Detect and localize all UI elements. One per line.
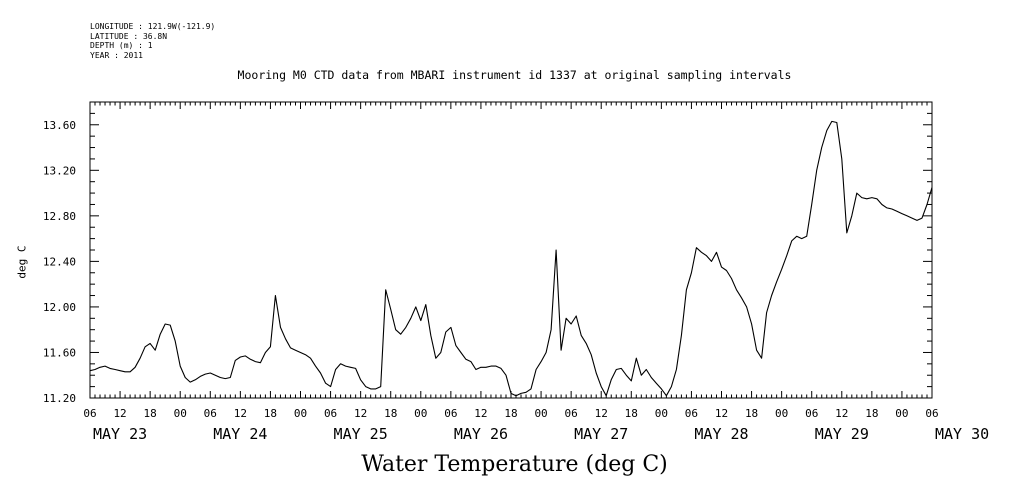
x-tick-label: 18 bbox=[865, 407, 878, 420]
x-day-label: MAY 26 bbox=[454, 425, 508, 443]
x-tick-label: 00 bbox=[294, 407, 307, 420]
y-tick-label: 12.40 bbox=[43, 255, 76, 268]
y-tick-label: 11.20 bbox=[43, 392, 76, 405]
x-day-label: MAY 29 bbox=[815, 425, 869, 443]
x-tick-label: 06 bbox=[925, 407, 938, 420]
x-tick-label: 00 bbox=[414, 407, 427, 420]
x-tick-label: 06 bbox=[685, 407, 698, 420]
x-tick-label: 00 bbox=[775, 407, 788, 420]
temperature-series-line bbox=[89, 120, 933, 397]
longitude-text: LONGITUDE : 121.9W(-121.9) bbox=[90, 22, 216, 31]
x-day-label: MAY 25 bbox=[334, 425, 388, 443]
y-tick-label: 13.60 bbox=[43, 119, 76, 132]
x-tick-label: 06 bbox=[565, 407, 578, 420]
x-day-label: MAY 23 bbox=[93, 425, 147, 443]
x-tick-label: 18 bbox=[384, 407, 397, 420]
x-tick-label: 18 bbox=[745, 407, 758, 420]
x-tick-label: 12 bbox=[474, 407, 487, 420]
y-tick-label: 12.80 bbox=[43, 210, 76, 223]
x-day-label: MAY 28 bbox=[694, 425, 748, 443]
x-tick-label: 06 bbox=[324, 407, 337, 420]
x-tick-label: 18 bbox=[144, 407, 157, 420]
y-tick-label: 12.00 bbox=[43, 301, 76, 314]
x-tick-label: 00 bbox=[655, 407, 668, 420]
x-day-label: MAY 27 bbox=[574, 425, 628, 443]
x-tick-label: 00 bbox=[174, 407, 187, 420]
x-day-label: MAY 24 bbox=[213, 425, 267, 443]
depth-text: DEPTH (m) : 1 bbox=[90, 41, 153, 50]
x-tick-label: 00 bbox=[534, 407, 547, 420]
x-tick-label: 06 bbox=[805, 407, 818, 420]
x-tick-label: 18 bbox=[625, 407, 638, 420]
x-tick-label: 12 bbox=[715, 407, 728, 420]
x-tick-label: 06 bbox=[83, 407, 96, 420]
y-tick-label: 13.20 bbox=[43, 164, 76, 177]
year-text: YEAR : 2011 bbox=[90, 50, 143, 60]
x-tick-label: 12 bbox=[354, 407, 367, 420]
metadata-block: LONGITUDE : 121.9W(-121.9) LATITUDE : 36… bbox=[90, 22, 215, 60]
x-tick-label: 06 bbox=[444, 407, 457, 420]
latitude-text: LATITUDE : 36.8N bbox=[90, 31, 168, 41]
x-tick-label: 12 bbox=[595, 407, 608, 420]
x-axis-title: Water Temperature (deg C) bbox=[361, 452, 668, 477]
x-tick-label: 18 bbox=[504, 407, 517, 420]
x-day-label: MAY 30 bbox=[935, 425, 989, 443]
x-tick-label: 12 bbox=[113, 407, 126, 420]
x-tick-label: 18 bbox=[264, 407, 277, 420]
x-tick-label: 00 bbox=[895, 407, 908, 420]
chart-title: Mooring M0 CTD data from MBARI instrumen… bbox=[237, 68, 792, 82]
plot-frame bbox=[89, 101, 933, 399]
y-tick-label: 11.60 bbox=[43, 346, 76, 359]
x-tick-label: 12 bbox=[234, 407, 247, 420]
x-tick-label: 12 bbox=[835, 407, 848, 420]
x-tick-label: 06 bbox=[204, 407, 217, 420]
